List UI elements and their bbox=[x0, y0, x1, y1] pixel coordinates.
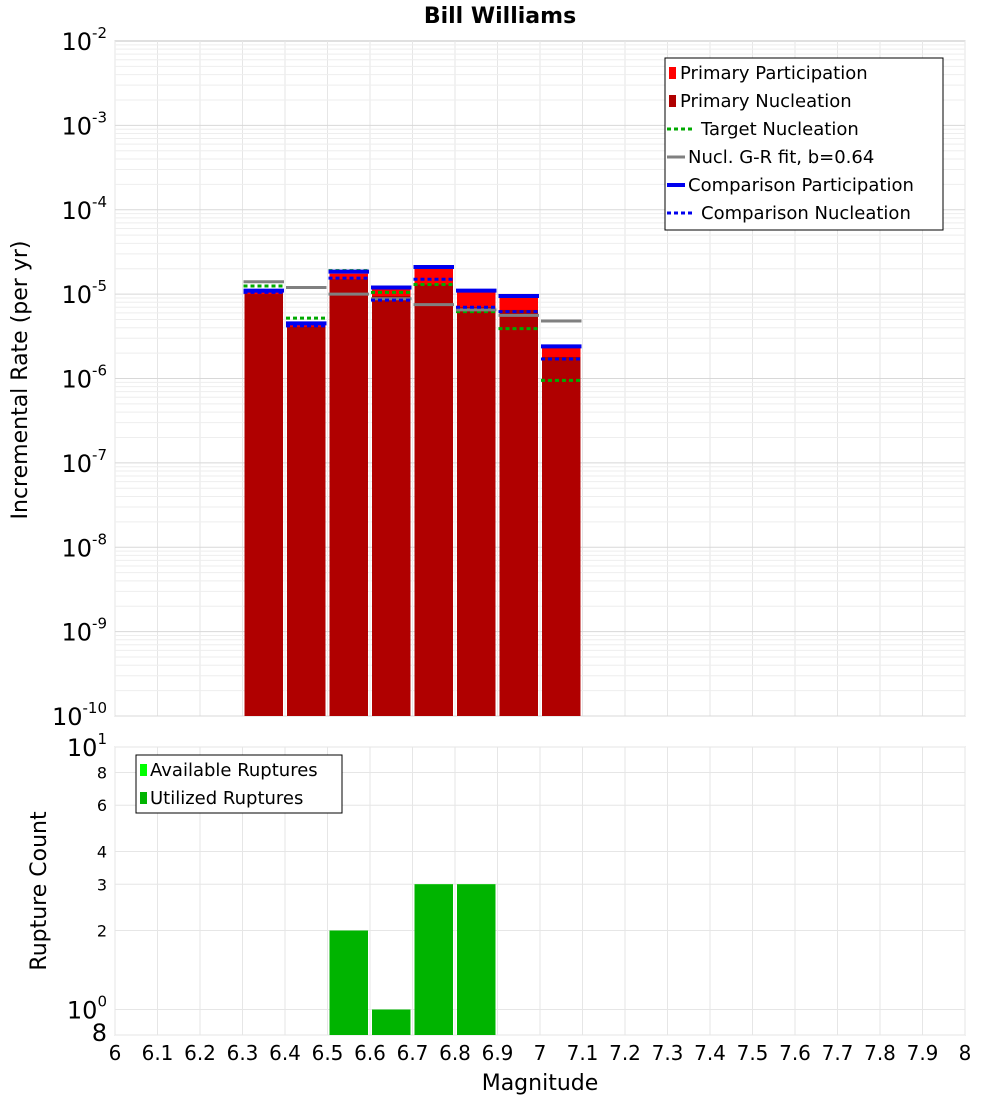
utilized-ruptures-bar bbox=[457, 884, 496, 1035]
rate-y-tick-label: 10-7 bbox=[61, 446, 107, 478]
rate-y-tick-label: 10-2 bbox=[61, 24, 107, 56]
nucleation-bar bbox=[287, 326, 326, 716]
rate-y-tick-label: 10-9 bbox=[61, 615, 107, 647]
nucleation-bar bbox=[329, 279, 368, 716]
count-y-tick-label: 100 bbox=[67, 993, 107, 1025]
count-y-tick-label: 8 bbox=[97, 763, 107, 782]
rate-lines bbox=[243, 264, 582, 382]
legend-label: Primary Nucleation bbox=[680, 91, 852, 112]
count-y-axis-title: Rupture Count bbox=[27, 811, 52, 971]
rate-y-tick-label: 10-4 bbox=[61, 193, 107, 225]
legend-swatch bbox=[140, 792, 147, 804]
x-tick-label: 6 bbox=[109, 1041, 122, 1065]
rate-gridlines bbox=[114, 41, 966, 717]
rate-legend: Primary Participation Primary Nucleation T… bbox=[664, 57, 944, 231]
utilized-ruptures-bar bbox=[329, 930, 368, 1035]
rate-y-tick-label: 10-3 bbox=[61, 108, 107, 140]
count-y-tick-label: 8 bbox=[92, 1019, 107, 1047]
x-tick-label: 6.9 bbox=[482, 1041, 514, 1065]
legend-label: Primary Participation bbox=[680, 63, 868, 84]
x-tick-label: 7.1 bbox=[567, 1041, 599, 1065]
x-tick-label: 7.4 bbox=[694, 1041, 726, 1065]
rate-y-tick-label: 10-5 bbox=[61, 277, 107, 309]
x-tick-label: 7.8 bbox=[864, 1041, 896, 1065]
legend-label: Comparison Participation bbox=[688, 175, 914, 196]
chart-title: Bill Williams bbox=[424, 4, 576, 29]
x-tick-label: 7.3 bbox=[652, 1041, 684, 1065]
nucleation-bar bbox=[499, 309, 538, 716]
legend-swatch bbox=[669, 67, 676, 79]
x-tick-label: 6.8 bbox=[439, 1041, 471, 1065]
x-tick-label: 7.2 bbox=[609, 1041, 641, 1065]
legend-label: Target Nucleation bbox=[700, 119, 859, 140]
nucleation-bar bbox=[457, 307, 496, 716]
x-tick-label: 6.6 bbox=[354, 1041, 386, 1065]
rate-legend-box bbox=[664, 57, 944, 231]
rate-panel: 10-10 10-9 10-8 10-7 10-6 10-5 10-4 10-3 10-2 In… bbox=[8, 24, 966, 731]
rate-y-tick-label: 10-10 bbox=[52, 699, 107, 731]
x-tick-label: 7.5 bbox=[737, 1041, 769, 1065]
x-tick-label: 6.2 bbox=[184, 1041, 216, 1065]
x-tick-label: 7.6 bbox=[779, 1041, 811, 1065]
utilized-ruptures-bar bbox=[414, 884, 453, 1035]
rate-y-tick-label: 10-6 bbox=[61, 362, 107, 394]
x-tick-label: 6.7 bbox=[397, 1041, 429, 1065]
nucleation-bar bbox=[542, 356, 581, 716]
x-axis-title: Magnitude bbox=[482, 1071, 599, 1096]
count-bars bbox=[329, 884, 496, 1035]
count-y-tick-label: 3 bbox=[97, 875, 107, 894]
rate-y-tick-label: 10-8 bbox=[61, 530, 107, 562]
count-y-tick-label: 4 bbox=[97, 842, 107, 861]
nucleation-bar bbox=[372, 296, 411, 716]
legend-swatch bbox=[140, 764, 147, 776]
count-y-tick-label: 2 bbox=[97, 922, 107, 941]
x-tick-label: 6.4 bbox=[269, 1041, 301, 1065]
nucleation-bar bbox=[414, 284, 453, 716]
count-legend-box bbox=[135, 754, 343, 814]
rate-y-ticks: 10-10 10-9 10-8 10-7 10-6 10-5 10-4 10-3 10-2 bbox=[52, 24, 107, 731]
x-tick-label: 6.1 bbox=[142, 1041, 174, 1065]
x-tick-label: 8 bbox=[959, 1041, 972, 1065]
legend-swatch bbox=[669, 95, 676, 107]
x-tick-label: 7.9 bbox=[907, 1041, 939, 1065]
x-tick-label: 7 bbox=[534, 1041, 547, 1065]
utilized-ruptures-bar bbox=[372, 1009, 411, 1035]
count-legend: Available Ruptures Utilized Ruptures bbox=[135, 754, 343, 814]
x-ticks: 6 6.1 6.2 6.3 6.4 6.5 6.6 6.7 6.8 6.9 7 7.1 7.2 7.3 7.… bbox=[109, 1041, 972, 1065]
count-y-tick-label: 6 bbox=[97, 796, 107, 815]
rate-bars bbox=[244, 268, 581, 716]
x-tick-label: 6.5 bbox=[312, 1041, 344, 1065]
x-tick-label: 7.7 bbox=[822, 1041, 854, 1065]
legend-label: Comparison Nucleation bbox=[701, 203, 911, 224]
legend-label: Available Ruptures bbox=[150, 760, 318, 781]
count-y-tick-label: 101 bbox=[67, 730, 107, 762]
legend-label: Utilized Ruptures bbox=[150, 788, 303, 809]
rate-y-axis-title: Incremental Rate (per yr) bbox=[8, 241, 33, 520]
nucleation-bar bbox=[244, 294, 283, 716]
x-tick-label: 6.3 bbox=[227, 1041, 259, 1065]
legend-label: Nucl. G-R fit, b=0.64 bbox=[688, 147, 874, 168]
